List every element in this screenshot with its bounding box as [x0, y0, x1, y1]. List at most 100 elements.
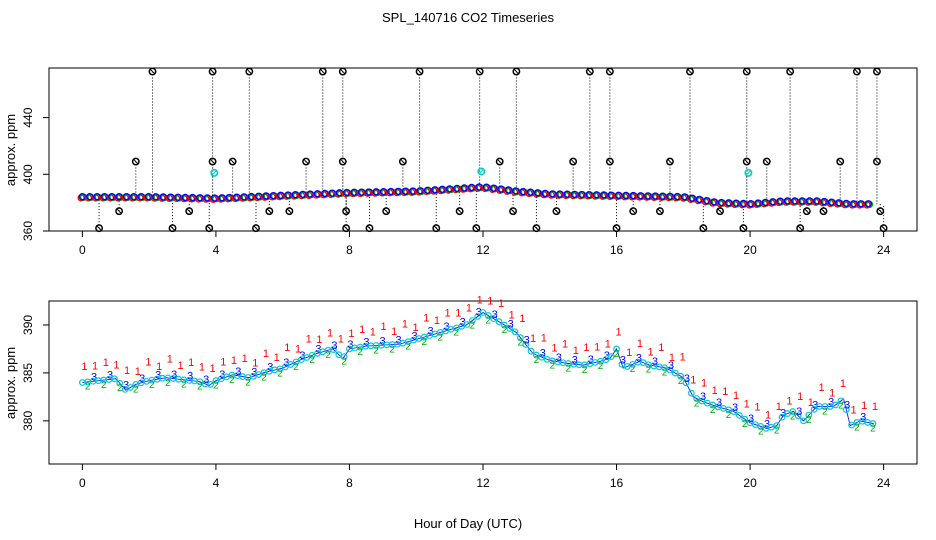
- flag-point: [879, 224, 888, 233]
- series-3-marker: 3: [476, 307, 482, 319]
- flag-point: [552, 207, 561, 216]
- flag-point-cross: [687, 68, 693, 75]
- flag-point-cross: [366, 225, 373, 232]
- flag-point: [252, 224, 260, 233]
- flag-point: [716, 207, 724, 216]
- flag-point-cross: [343, 208, 349, 215]
- series-1-marker: 1: [434, 315, 440, 327]
- series-point: [810, 405, 818, 413]
- series-3-marker: 3: [395, 334, 401, 346]
- series-2-marker: 2: [421, 337, 427, 348]
- top-panel-frame: [48, 67, 918, 232]
- flag-point: [245, 67, 254, 76]
- series-1-marker: 1: [722, 386, 728, 398]
- series-3-marker: 3: [299, 350, 305, 362]
- series-1-marker: 1: [145, 357, 151, 369]
- series-2-marker: 2: [534, 355, 540, 366]
- flag-point-cross: [253, 225, 259, 232]
- flag-point: [739, 224, 748, 233]
- series-point: [111, 375, 118, 383]
- series-1-marker: 1: [455, 308, 461, 320]
- series-2-marker: 2: [822, 406, 828, 417]
- flag-point: [131, 157, 140, 166]
- x-tick-label: 24: [877, 243, 891, 257]
- flag-point: [666, 157, 674, 166]
- series-2-marker: 2: [437, 332, 443, 343]
- flag-point: [318, 67, 327, 76]
- flag-point-cross: [743, 158, 750, 165]
- series-2-marker: 2: [838, 401, 844, 412]
- series-1-marker: 1: [754, 401, 760, 413]
- flag-point: [532, 224, 541, 233]
- series-3-marker: 3: [123, 380, 129, 392]
- series-1-marker: 1: [808, 397, 814, 409]
- flag-point-cross: [149, 68, 156, 75]
- series-1-marker: 1: [220, 357, 226, 369]
- flag-point-cross: [303, 158, 309, 165]
- series-point: [287, 361, 295, 368]
- series-point: [500, 321, 508, 329]
- flag-point-cross: [169, 225, 176, 232]
- series-1-marker: 1: [776, 401, 782, 413]
- series-1-marker: 1: [701, 377, 707, 389]
- series-3-marker: 3: [235, 366, 241, 378]
- series-1-marker: 1: [391, 326, 397, 338]
- series-point: [340, 353, 348, 361]
- series-1-marker: 1: [295, 344, 301, 356]
- series-point: [741, 415, 749, 423]
- series-3-point: [489, 184, 498, 192]
- x-tick-label: 0: [79, 243, 86, 257]
- series-1-marker: 1: [199, 361, 205, 373]
- series-3-marker: 3: [363, 336, 369, 348]
- series-1-marker: 1: [872, 401, 878, 413]
- series-2-marker: 2: [245, 377, 251, 388]
- series-point: [484, 312, 492, 319]
- y-tick-label: 380: [21, 411, 35, 431]
- series-3-point: [504, 186, 513, 194]
- series-1-marker: 1: [573, 345, 579, 357]
- series-3-marker: 3: [700, 391, 706, 403]
- series-3-marker: 3: [379, 335, 385, 347]
- series-1-marker: 1: [840, 378, 846, 390]
- flag-point: [836, 157, 845, 166]
- series-1-marker: 1: [605, 339, 611, 351]
- series-3-marker: 3: [347, 339, 353, 351]
- series-2-marker: 2: [854, 422, 860, 433]
- series-1-marker: 1: [252, 358, 258, 370]
- series-2-marker: 2: [502, 325, 508, 336]
- series-point: [522, 341, 530, 348]
- fit-point: [210, 168, 219, 177]
- series-1-marker: 1: [156, 361, 162, 373]
- series-point: [613, 345, 620, 353]
- fit-point-cross: [478, 168, 485, 175]
- series-3-marker: 3: [668, 360, 674, 372]
- flag-point-cross: [266, 208, 273, 215]
- fit-point: [744, 168, 753, 177]
- flag-point: [585, 67, 594, 76]
- series-point: [666, 366, 674, 374]
- x-tick-label: 20: [743, 243, 757, 257]
- series-3-marker: 3: [219, 369, 225, 381]
- series-2-marker: 2: [566, 363, 572, 374]
- series-1-marker: 1: [113, 360, 119, 372]
- series-1-marker: 1: [615, 326, 621, 338]
- series-1-marker: 1: [124, 365, 130, 377]
- y-tick-label: 390: [21, 315, 35, 335]
- series-1-marker: 1: [583, 342, 589, 354]
- series-1-marker: 1: [210, 363, 216, 375]
- series-1-marker: 1: [829, 387, 835, 399]
- flag-point-cross: [803, 208, 810, 215]
- series-point: [468, 317, 476, 324]
- series-2-marker: 2: [774, 425, 780, 436]
- flag-point-cross: [96, 225, 102, 232]
- series-3-marker: 3: [171, 369, 177, 381]
- flag-point: [342, 224, 351, 233]
- series-1-marker: 1: [188, 357, 194, 369]
- series-3-marker: 3: [315, 344, 321, 356]
- flag-point-cross: [286, 208, 293, 215]
- x-tick-label: 20: [743, 476, 757, 490]
- series-3-point: [695, 195, 704, 204]
- x-tick-label: 8: [346, 243, 353, 257]
- flag-point-cross: [570, 158, 576, 165]
- series-1-marker: 1: [818, 382, 824, 394]
